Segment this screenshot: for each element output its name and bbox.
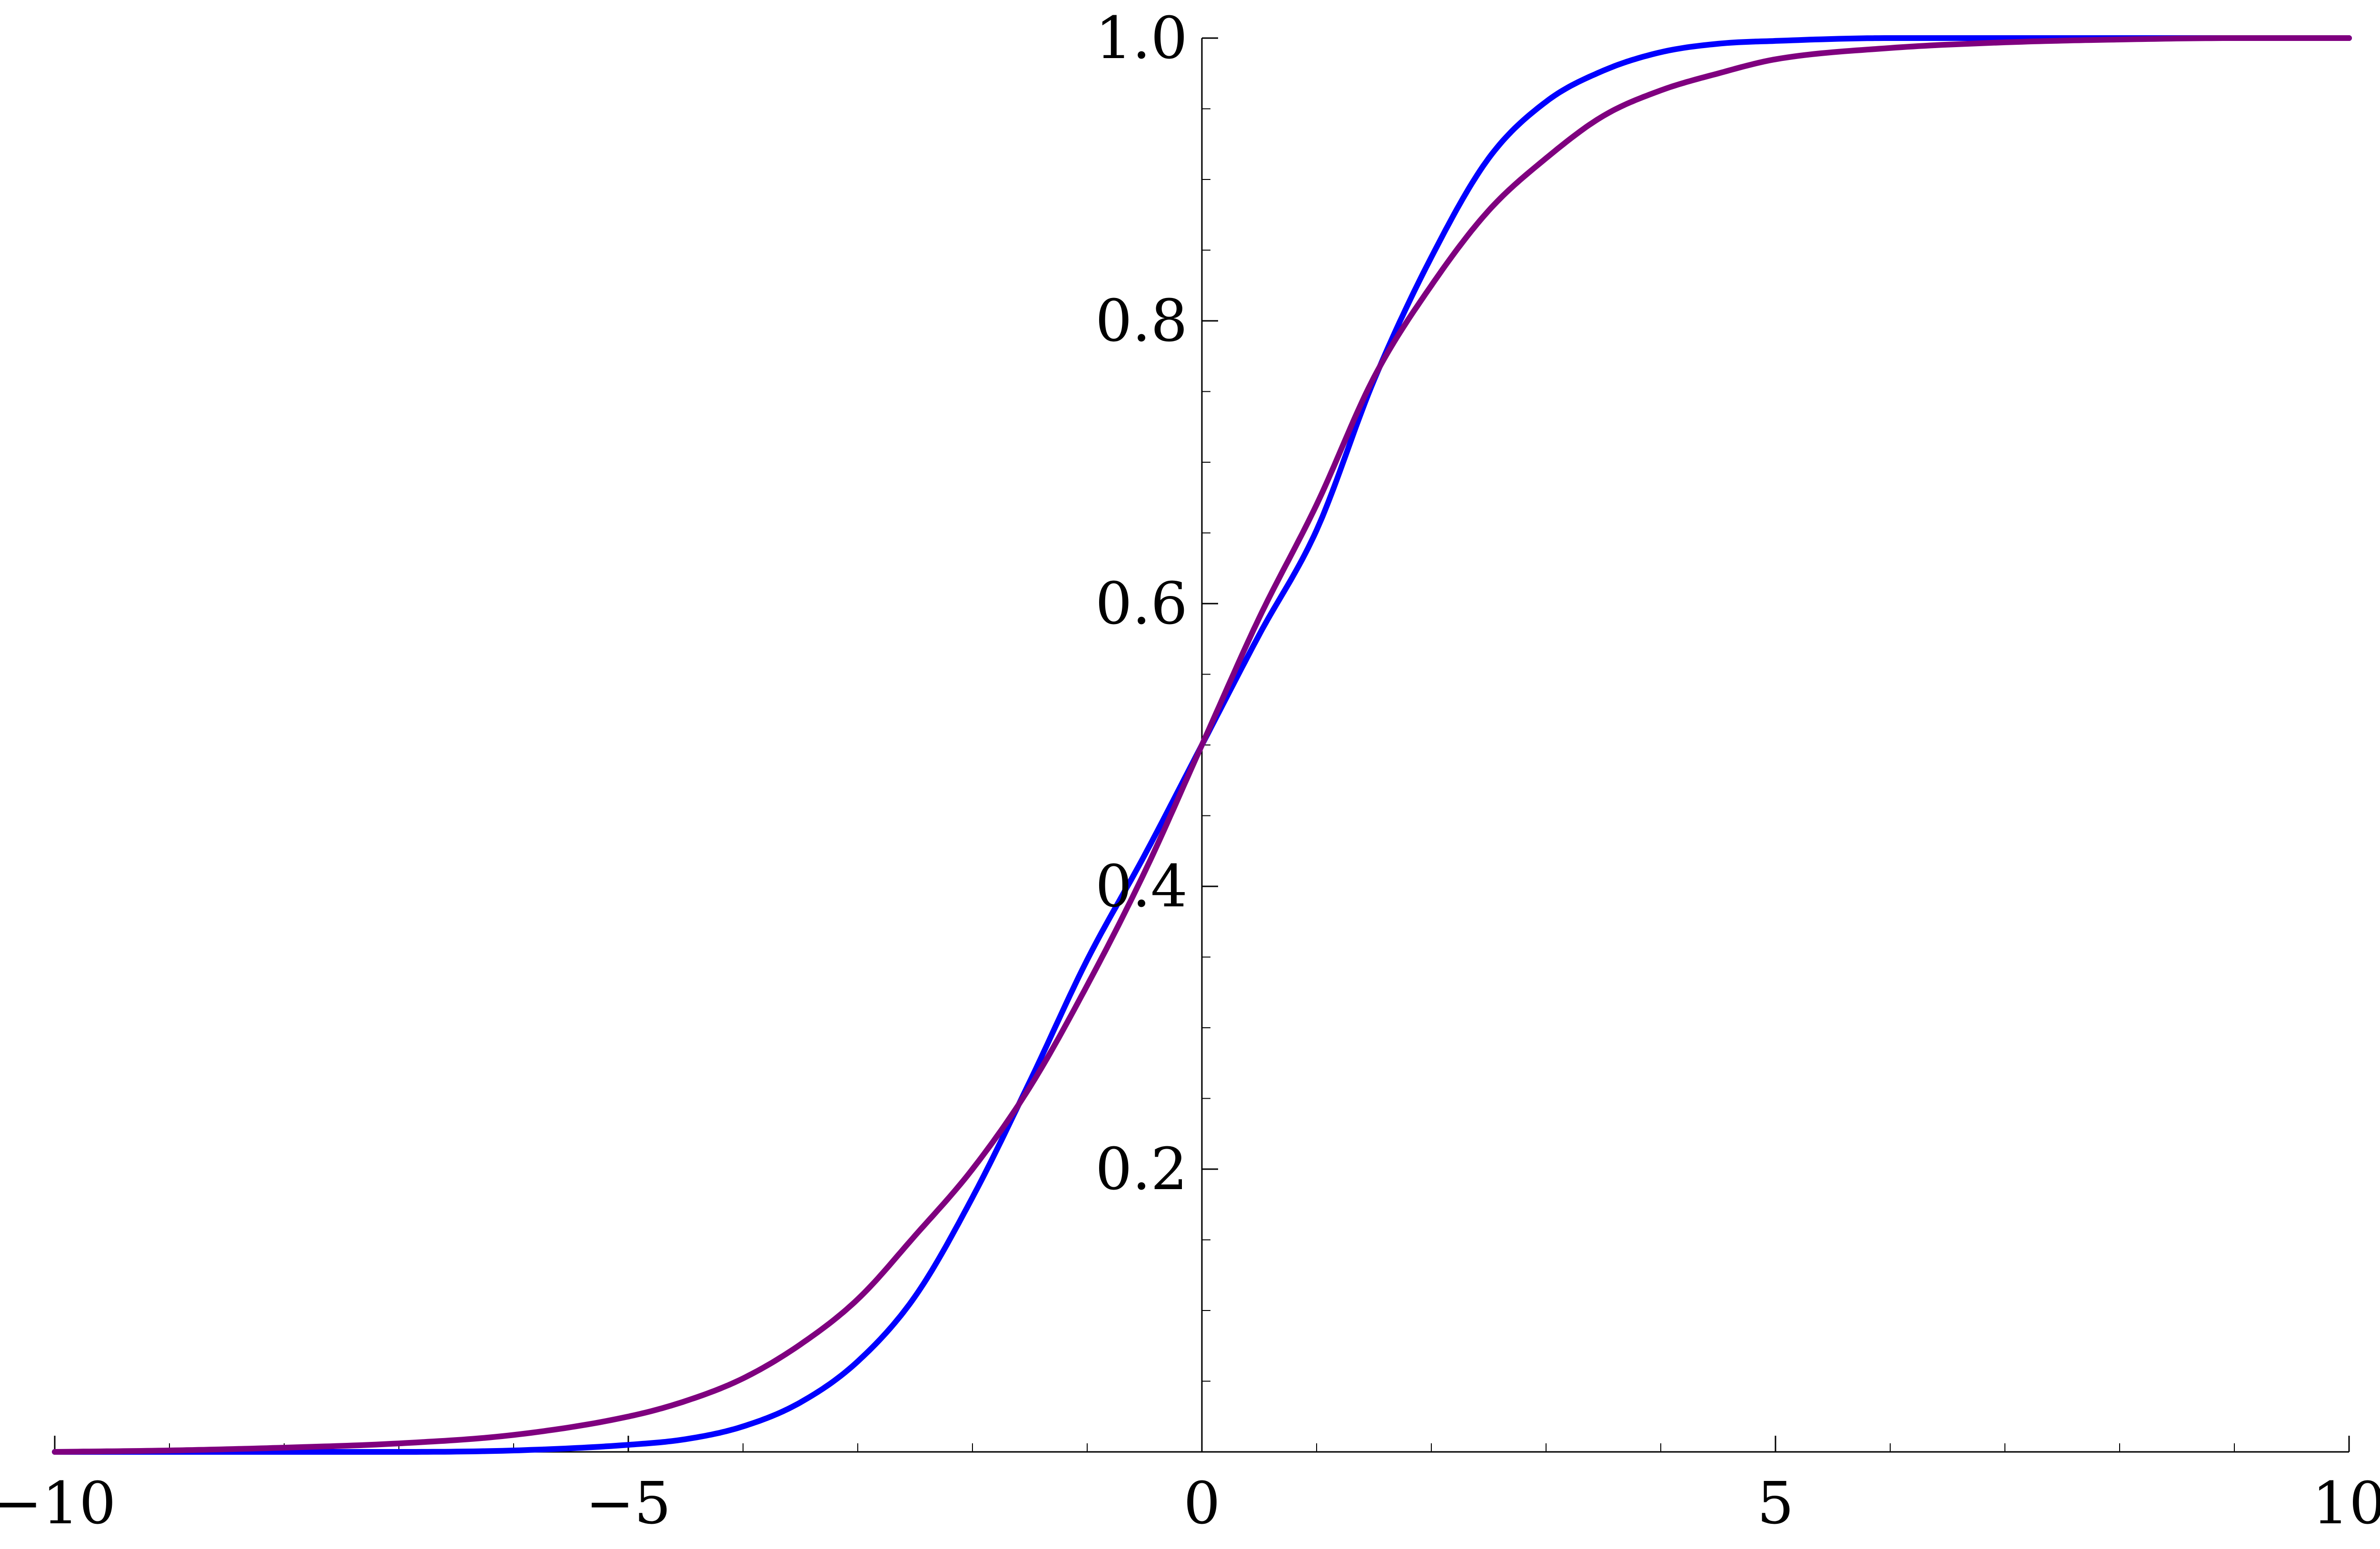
series-line-2 (52, 35, 2352, 1455)
x-tick-label: 10 (2312, 1470, 2380, 1537)
tick-labels: −10 −5 0 5 10 0.2 0.4 0.6 0.8 1.0 (0, 4, 2380, 1537)
y-tick-label: 0.6 (1095, 570, 1188, 637)
y-tick-label: 1.0 (1095, 4, 1188, 72)
x-tick-label: 0 (1183, 1470, 1220, 1537)
series-group (52, 35, 2352, 1455)
x-tick-label: −5 (585, 1470, 671, 1537)
x-tick-label: 5 (1757, 1470, 1794, 1537)
y-tick-label: 0.4 (1095, 853, 1188, 920)
y-tick-label: 0.8 (1095, 287, 1188, 355)
x-tick-label: −10 (0, 1470, 116, 1537)
y-tick-label: 0.2 (1095, 1135, 1188, 1203)
